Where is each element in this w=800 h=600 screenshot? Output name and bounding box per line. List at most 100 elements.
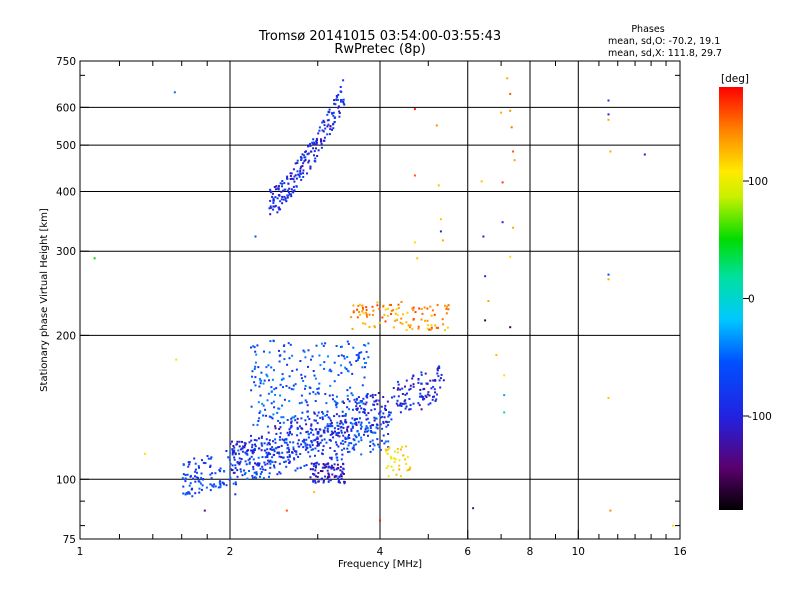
data-point	[304, 385, 307, 387]
data-point	[326, 113, 329, 116]
data-point	[192, 477, 195, 480]
data-point	[326, 125, 329, 128]
data-point	[342, 462, 344, 465]
data-point	[303, 154, 306, 157]
data-point	[369, 450, 372, 453]
data-point	[376, 304, 379, 307]
data-point	[210, 456, 213, 459]
data-point	[405, 405, 408, 408]
data-point	[241, 450, 244, 453]
data-point	[366, 396, 369, 399]
data-point	[387, 433, 390, 435]
data-point	[417, 325, 420, 328]
data-point	[343, 103, 346, 106]
data-point	[194, 492, 197, 495]
data-point	[262, 404, 265, 407]
data-point	[295, 453, 298, 456]
data-point	[93, 257, 96, 260]
data-point	[427, 403, 430, 406]
data-point	[262, 414, 265, 417]
data-point	[290, 172, 293, 175]
data-point	[408, 388, 411, 391]
data-point	[368, 421, 371, 424]
data-point	[316, 414, 319, 417]
data-point	[357, 304, 360, 307]
data-point	[200, 472, 203, 475]
data-point	[421, 395, 423, 398]
data-point	[324, 127, 327, 130]
data-point	[340, 354, 343, 357]
data-point	[194, 480, 197, 483]
data-point	[333, 102, 336, 105]
data-point	[309, 167, 312, 170]
data-point	[360, 427, 362, 430]
data-point	[356, 407, 359, 410]
data-point	[323, 367, 326, 370]
data-point	[339, 426, 342, 429]
data-point	[317, 132, 320, 135]
data-point	[360, 407, 363, 410]
data-point	[310, 448, 313, 451]
data-point	[419, 388, 422, 391]
data-point	[385, 425, 388, 428]
data-point	[320, 142, 323, 145]
data-point	[306, 430, 309, 433]
data-point	[314, 393, 317, 396]
data-point	[269, 462, 272, 465]
data-point	[274, 438, 277, 441]
data-point	[388, 411, 390, 414]
data-point	[246, 449, 249, 452]
data-point	[244, 442, 247, 445]
data-point	[327, 472, 330, 475]
data-point	[309, 446, 312, 449]
data-point	[305, 423, 308, 426]
data-point	[425, 382, 428, 385]
data-point	[429, 402, 432, 405]
data-point	[337, 93, 340, 96]
y-tick-label: 400	[56, 186, 76, 198]
data-point	[316, 422, 319, 425]
data-point	[302, 446, 305, 449]
data-point	[339, 481, 342, 484]
data-point	[344, 414, 347, 417]
data-point	[311, 355, 314, 358]
data-point	[371, 305, 374, 308]
data-point	[373, 400, 376, 403]
data-point	[441, 239, 444, 242]
data-point	[300, 373, 303, 376]
data-point	[250, 346, 252, 349]
data-point	[385, 450, 388, 453]
data-point	[418, 307, 421, 310]
data-point	[239, 460, 242, 463]
data-point	[270, 386, 273, 389]
data-point	[336, 459, 339, 462]
data-point	[323, 361, 326, 364]
data-point	[238, 445, 241, 448]
data-point	[323, 431, 326, 434]
data-point	[306, 153, 309, 156]
data-point	[267, 392, 270, 395]
data-point	[293, 180, 296, 183]
data-point	[398, 468, 401, 471]
data-point	[333, 117, 336, 119]
data-point	[439, 230, 442, 233]
data-point	[421, 312, 424, 315]
data-point	[408, 408, 411, 411]
data-point	[397, 395, 400, 398]
data-point	[349, 421, 352, 424]
data-point	[302, 172, 305, 175]
data-point	[394, 312, 397, 315]
data-point	[358, 311, 360, 313]
data-point	[252, 449, 255, 451]
data-point	[317, 463, 320, 466]
data-point	[276, 411, 279, 414]
data-point	[296, 442, 299, 445]
data-point	[418, 404, 421, 407]
data-point	[509, 92, 512, 95]
data-point	[182, 463, 185, 466]
data-point	[332, 127, 335, 130]
data-point	[325, 402, 328, 405]
data-point	[377, 443, 380, 446]
data-point	[609, 509, 612, 512]
data-point	[294, 419, 297, 422]
